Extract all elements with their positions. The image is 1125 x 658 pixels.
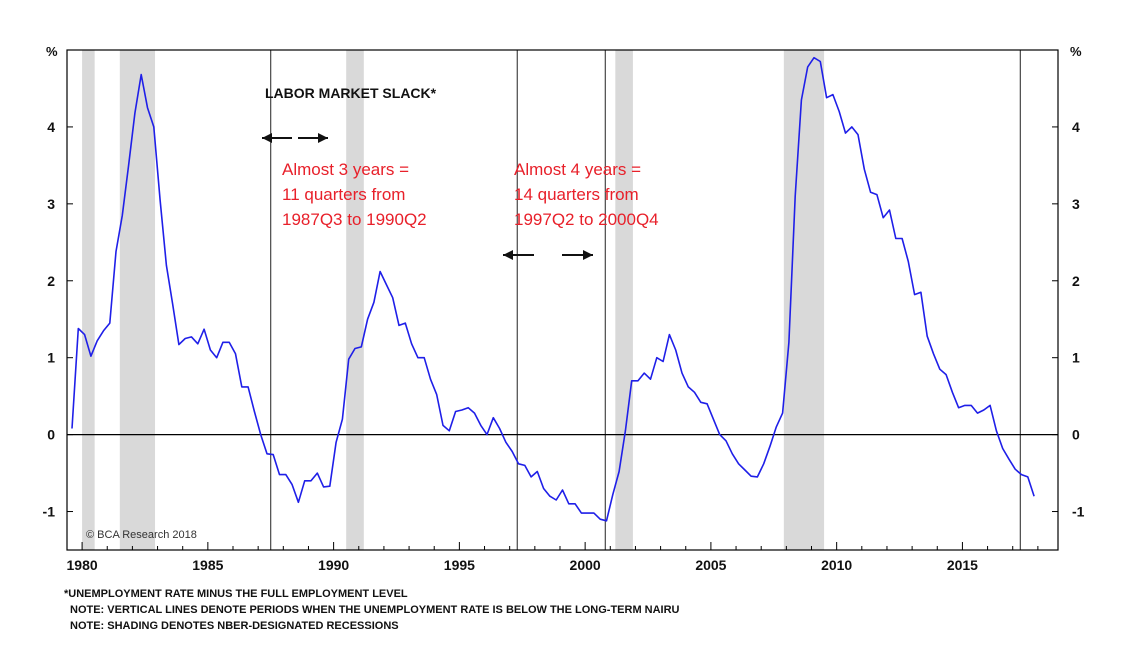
annotation-1-line-1: Almost 3 years = <box>282 160 409 179</box>
recession-band <box>783 50 825 550</box>
x-tick-label: 1980 <box>67 557 98 573</box>
y-tick-label-right: 3 <box>1072 196 1080 212</box>
y-tick-label-left: 2 <box>47 273 55 289</box>
recession-band <box>615 50 633 550</box>
chart-title: LABOR MARKET SLACK* <box>265 85 437 101</box>
arrow-right-icon <box>562 250 593 260</box>
y-tick-label-left: 0 <box>47 427 55 443</box>
annotation-1-line-3: 1987Q3 to 1990Q2 <box>282 210 427 229</box>
series-layer <box>71 56 1035 522</box>
footnote-1: *UNEMPLOYMENT RATE MINUS THE FULL EMPLOY… <box>64 588 408 600</box>
y-tick-label-right: 0 <box>1072 427 1080 443</box>
x-tick-label: 2005 <box>695 557 726 573</box>
copyright-text: © BCA Research 2018 <box>86 529 197 541</box>
y-tick-label-left: 1 <box>47 350 55 366</box>
recession-band <box>119 50 156 550</box>
y-tick-label-left: 4 <box>47 119 55 135</box>
plot-frame <box>66 49 1059 551</box>
arrows-layer <box>262 133 593 260</box>
x-tick-label: 2015 <box>947 557 978 573</box>
arrow-left-icon <box>262 133 292 143</box>
recession-band <box>82 50 95 550</box>
annotation-2-line-1: Almost 4 years = <box>514 160 641 179</box>
recession-band <box>346 50 364 550</box>
y-tick-label-left: -1 <box>43 504 56 520</box>
annotation-2-line-2: 14 quarters from <box>514 185 639 204</box>
arrow-right-icon <box>298 133 328 143</box>
y-unit-right: % <box>1070 44 1082 59</box>
annotation-1-line-2: 11 quarters from <box>282 185 405 204</box>
x-ticks-layer: 1980 1985 1990 1995 2000 2005 2010 2015 <box>67 542 1039 573</box>
annotation-2-line-3: 1997Q2 to 2000Q4 <box>514 210 659 229</box>
recession-shading-layer <box>82 50 825 550</box>
x-tick-label: 1995 <box>444 557 475 573</box>
annotation-2: Almost 4 years = 14 quarters from 1997Q2… <box>514 160 659 229</box>
annotation-1: Almost 3 years = 11 quarters from 1987Q3… <box>282 160 427 229</box>
x-tick-label: 2010 <box>821 557 852 573</box>
y-tick-label-right: 4 <box>1072 119 1080 135</box>
arrow-left-icon <box>503 250 534 260</box>
series-line <box>71 56 1035 522</box>
y-tick-label-right: 1 <box>1072 350 1080 366</box>
y-tick-label-right: 2 <box>1072 273 1080 289</box>
y-tick-label-right: -1 <box>1072 504 1085 520</box>
footnote-3: NOTE: SHADING DENOTES NBER-DESIGNATED RE… <box>70 620 399 632</box>
footnote-2: NOTE: VERTICAL LINES DENOTE PERIODS WHEN… <box>70 604 680 616</box>
x-tick-label: 2000 <box>570 557 601 573</box>
nairu-vertical-lines-layer <box>270 50 1021 550</box>
x-tick-label: 1990 <box>318 557 349 573</box>
y-tick-label-left: 3 <box>47 196 55 212</box>
y-unit-left: % <box>46 44 58 59</box>
y-ticks-layer: -1 -1 0 0 1 1 2 2 3 3 4 4 <box>43 119 1085 520</box>
x-tick-label: 1985 <box>192 557 223 573</box>
